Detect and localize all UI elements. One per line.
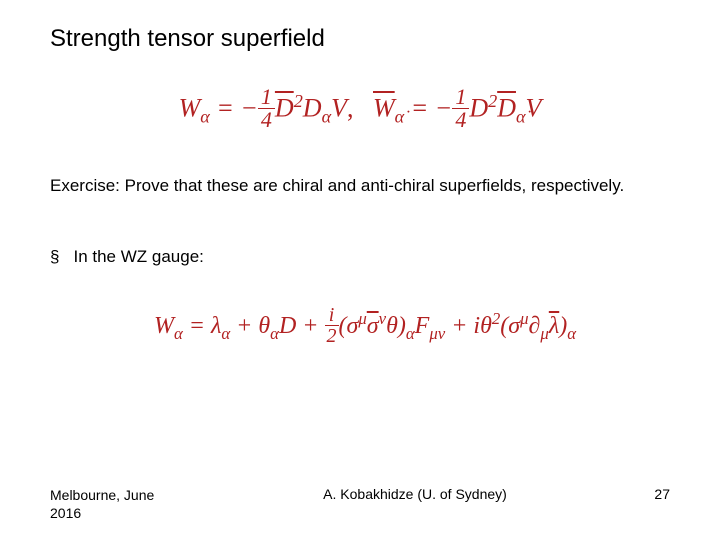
equation-wz-expansion: Wα = λα + θαD + i2(σμσνθ)αFμν + iθ2(σμ∂μ…: [50, 307, 670, 348]
slide-title: Strength tensor superfield: [50, 25, 670, 53]
equation-strength-tensor: Wα = −14D2DαV, Wα̇ = −14D2Dα̇V: [50, 88, 670, 133]
footer-page-number: 27: [630, 486, 670, 502]
bullet-wz-gauge: § In the WZ gauge:: [50, 247, 670, 267]
bullet-label: In the WZ gauge:: [73, 247, 203, 266]
slide: Strength tensor superfield Wα = −14D2DαV…: [0, 0, 720, 540]
exercise-text: Exercise: Prove that these are chiral an…: [50, 173, 670, 199]
footer: Melbourne, June 2016 A. Kobakhidze (U. o…: [50, 486, 670, 522]
footer-venue: Melbourne, June 2016: [50, 486, 200, 522]
footer-author: A. Kobakhidze (U. of Sydney): [200, 486, 630, 502]
bullet-icon: §: [50, 247, 59, 266]
